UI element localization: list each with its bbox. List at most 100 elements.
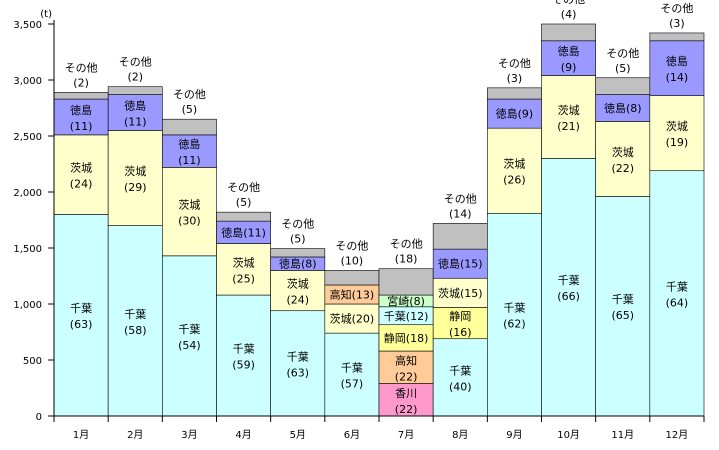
segment-pct-label: (2)	[73, 76, 89, 89]
y-tick-label: 3,000	[13, 76, 42, 87]
segment-name-label: 徳島	[178, 137, 200, 151]
segment-pct-label: (22)	[395, 403, 418, 416]
x-tick-label: 6月	[344, 429, 360, 441]
segment-name-label: 静岡	[449, 309, 471, 323]
segment-pct-label: (5)	[236, 196, 252, 209]
segment-name-label: 高知	[395, 353, 417, 367]
bar-segment	[107, 94, 163, 131]
segment-pct-label: (11)	[178, 154, 201, 167]
segment-pct-label: (2)	[127, 71, 143, 84]
segment-pct-label: (16)	[449, 326, 472, 339]
x-tick-label: 2月	[127, 429, 143, 441]
bar-segment	[324, 270, 380, 286]
segment-pct-label: (18)	[395, 253, 418, 266]
bar-segment	[53, 92, 109, 100]
bar-segment	[270, 270, 326, 312]
segment-label: 徳島(8)	[604, 101, 642, 115]
segment-pct-label: (57)	[341, 378, 364, 391]
bar-segment	[324, 303, 380, 334]
segment-name-label: 茨城	[287, 277, 309, 291]
segment-label: 高知(13)	[330, 287, 375, 301]
bar-segment	[541, 40, 596, 76]
segment-label: 千葉(12)	[384, 309, 429, 323]
segment-pct-label: (5)	[290, 233, 306, 246]
segment-name-label: その他	[498, 57, 531, 70]
segment-pct-label: (40)	[449, 380, 472, 393]
segment-name-label: その他	[606, 47, 639, 60]
segment-name-label: 茨城	[558, 103, 580, 117]
segment-name-label: その他	[281, 218, 314, 231]
segment-label: 徳島(15)	[438, 257, 483, 271]
segment-pct-label: (25)	[232, 272, 255, 285]
segment-pct-label: (14)	[449, 207, 472, 220]
segment-name-label: 茨城	[233, 255, 255, 269]
segment-pct-label: (63)	[70, 318, 93, 331]
segment-name-label: 千葉	[70, 301, 92, 315]
segment-name-label: その他	[119, 56, 152, 69]
segment-name-label: その他	[65, 61, 98, 74]
segment-pct-label: (58)	[124, 324, 147, 337]
segment-name-label: 千葉	[558, 273, 580, 287]
segment-pct-label: (19)	[666, 136, 689, 149]
y-tick-label: 1,500	[13, 244, 42, 255]
segment-pct-label: (22)	[395, 370, 418, 383]
bar-segment	[270, 248, 326, 258]
segment-pct-label: (5)	[615, 62, 631, 75]
segment-name-label: その他	[660, 2, 693, 15]
segment-pct-label: (21)	[557, 120, 580, 133]
segment-pct-label: (54)	[178, 339, 201, 352]
bar-segment	[487, 87, 542, 100]
segment-pct-label: (24)	[286, 294, 309, 307]
segment-name-label: 茨城	[503, 157, 525, 171]
x-tick-label: 8月	[452, 429, 468, 441]
x-tick-label: 5月	[290, 429, 306, 441]
segment-pct-label: (29)	[124, 181, 147, 194]
segment-name-label: その他	[444, 192, 477, 205]
segment-name-label: 徳島	[666, 54, 688, 68]
segment-name-label: 香川	[395, 387, 417, 400]
segment-pct-label: (9)	[561, 61, 577, 74]
y-tick-label: 2,500	[13, 132, 42, 143]
bar-segment	[595, 77, 651, 95]
x-tick-label: 10月	[557, 429, 580, 441]
x-tick-label: 12月	[666, 429, 689, 441]
segment-name-label: 千葉	[503, 301, 525, 315]
segment-name-label: その他	[552, 0, 585, 6]
segment-label: 徳島(11)	[221, 225, 266, 239]
segment-name-label: その他	[390, 238, 423, 251]
segment-name-label: 茨城	[70, 161, 92, 175]
bar-segment	[649, 95, 705, 172]
bar-segment	[595, 121, 651, 197]
x-tick-label: 1月	[73, 429, 89, 441]
y-tick-label: 3,500	[13, 20, 42, 31]
segment-name-label: 千葉	[287, 349, 309, 363]
segment-name-label: 茨城	[612, 145, 634, 159]
segment-name-label: 茨城	[178, 198, 200, 212]
bar-segment	[162, 134, 217, 168]
segment-label: 茨城(15)	[438, 286, 483, 300]
y-axis-unit-label: (t)	[40, 9, 52, 20]
y-tick-label: 2,000	[13, 188, 42, 199]
segment-pct-label: (66)	[557, 290, 580, 303]
segment-label: 静岡(18)	[384, 331, 429, 345]
bar-segment	[649, 170, 705, 417]
segment-pct-label: (65)	[611, 309, 634, 322]
segment-pct-label: (11)	[124, 115, 147, 128]
bar-segment	[432, 277, 488, 308]
segment-name-label: 千葉	[178, 322, 200, 336]
axes	[53, 20, 704, 417]
bar-segment	[432, 223, 488, 250]
y-tick-label: 0	[36, 412, 42, 423]
bar-segment	[107, 130, 163, 226]
bar-segment	[378, 383, 434, 417]
segment-name-label: 千葉	[666, 279, 688, 293]
segment-pct-label: (64)	[666, 296, 689, 309]
x-axis-labels: 1月 2月 3月 4月 5月 6月 7月 8月 9月 10月 11月 12月	[53, 416, 705, 441]
segment-pct-label: (11)	[70, 120, 93, 133]
bar-segment	[649, 40, 705, 96]
bar-segment	[595, 94, 651, 122]
bar-segment	[487, 98, 542, 129]
segment-pct-label: (3)	[507, 72, 523, 85]
segment-name-label: 茨城	[124, 164, 146, 178]
